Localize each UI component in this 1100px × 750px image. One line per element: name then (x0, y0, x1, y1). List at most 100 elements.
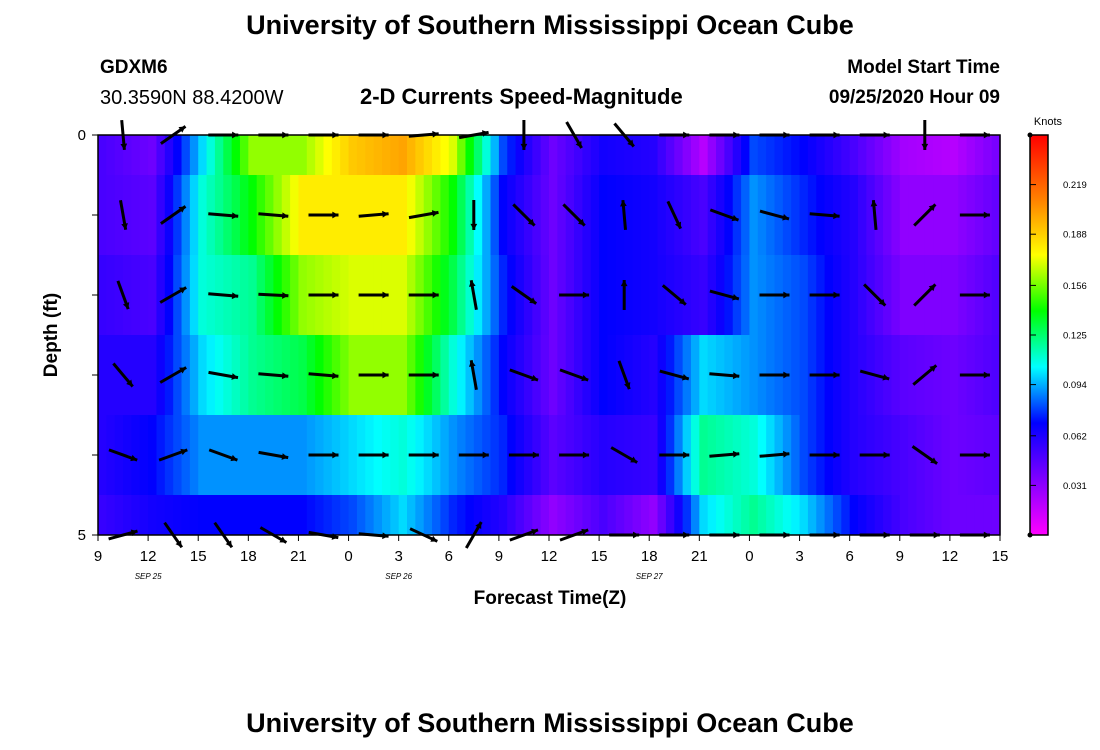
current-vector (859, 451, 890, 459)
heatmap-cell (899, 335, 909, 415)
heatmap-cell (473, 175, 483, 255)
heatmap-cell (949, 175, 959, 255)
heatmap-cell (624, 335, 634, 415)
heatmap-cell (306, 495, 316, 535)
vector-head (468, 360, 476, 367)
heatmap-cell (407, 495, 416, 535)
colorbar-tick-label: 0.219 (1063, 180, 1087, 191)
heatmap-cell (732, 135, 742, 175)
heatmap-cell (590, 495, 600, 535)
heatmap-cell (732, 175, 742, 255)
heatmap-cell (590, 255, 600, 335)
heatmap-cell (390, 495, 400, 535)
heatmap-cell (148, 495, 158, 535)
heatmap-cell (941, 135, 951, 175)
vector-head (279, 536, 287, 543)
vector-head (179, 287, 187, 294)
heatmap-cell (891, 335, 901, 415)
heatmap-cell (256, 415, 266, 495)
heatmap-cell (532, 255, 542, 335)
current-vector (116, 280, 130, 310)
current-vector (258, 450, 289, 460)
heatmap-cell (690, 175, 700, 255)
heatmap-cell (858, 175, 867, 255)
x-tick-label: 9 (896, 548, 904, 565)
heatmap-cell (507, 255, 517, 335)
heatmap-cell (148, 255, 158, 335)
heatmap-cell (189, 175, 199, 255)
current-vector (559, 451, 590, 459)
heatmap-cell (198, 135, 208, 175)
vector-head (230, 454, 238, 462)
heatmap-cell (674, 135, 684, 175)
colorbar-tick-label: 0.156 (1063, 281, 1087, 292)
heatmap-cell (398, 255, 408, 335)
heatmap-cell (607, 335, 617, 415)
heatmap-cell (749, 415, 759, 495)
heatmap-cell (507, 495, 517, 535)
heatmap-cell (615, 335, 625, 415)
x-tick-label: 21 (290, 548, 307, 565)
heatmap-cell (106, 175, 116, 255)
heatmap-cell (590, 415, 600, 495)
heatmap-cell (749, 495, 759, 535)
heatmap-cell (448, 495, 458, 535)
heatmap-cell (465, 335, 475, 415)
heatmap-cell (891, 175, 901, 255)
heatmap-cell (173, 175, 183, 255)
heatmap-cell (398, 415, 408, 495)
current-vector (258, 212, 289, 220)
heatmap-cell (131, 175, 141, 255)
x-tick-label: 15 (591, 548, 608, 565)
heatmap-cell (607, 175, 617, 255)
plot-title: 2-D Currents Speed-Magnitude (360, 84, 683, 109)
heatmap-cell (632, 415, 642, 495)
heatmap-cell (757, 175, 767, 255)
vector-head (281, 372, 289, 380)
heatmap-cell (607, 135, 617, 175)
y-tick-label: 0 (78, 127, 86, 144)
vector-head (983, 371, 990, 379)
heatmap-cell (632, 255, 642, 335)
heatmap-cell (916, 255, 926, 335)
current-vector (308, 211, 339, 219)
heatmap-cell (891, 255, 901, 335)
heatmap-cell (991, 175, 1001, 255)
heatmap-cell (156, 175, 166, 255)
vector-head (833, 291, 840, 299)
heatmap-cell (423, 495, 433, 535)
heatmap-cell (549, 415, 558, 495)
heatmap-cell (106, 335, 116, 415)
heatmap-cell (181, 415, 191, 495)
current-vector (912, 364, 938, 386)
colorbar-end-dot (1027, 532, 1033, 538)
heatmap-cell (916, 175, 926, 255)
heatmap-cell (239, 335, 249, 415)
heatmap-cell (515, 495, 525, 535)
heatmap-cell (173, 415, 183, 495)
heatmap-cell (732, 255, 742, 335)
heatmap-cell (782, 175, 792, 255)
heatmap-cell (741, 335, 751, 415)
heatmap-cell (181, 335, 191, 415)
heatmap-cell (724, 175, 734, 255)
vector-head (332, 211, 339, 219)
heatmap-cell (148, 415, 158, 495)
heatmap-cell (440, 335, 450, 415)
heatmap-cell (131, 495, 141, 535)
heatmap-cell (832, 495, 842, 535)
heatmap-cell (348, 495, 358, 535)
vector-head (783, 291, 790, 299)
heatmap-cell (933, 175, 943, 255)
vector-head (332, 291, 339, 299)
vector-head (581, 528, 589, 536)
current-vector (308, 291, 339, 299)
current-vector (508, 451, 539, 459)
vector-head (928, 284, 936, 292)
heatmap-cell (716, 135, 725, 175)
heatmap-cell (507, 335, 517, 415)
heatmap-cell (791, 255, 801, 335)
vector-head (470, 223, 478, 230)
x-tick-label: 21 (691, 548, 708, 565)
y-tick-label: 5 (78, 527, 86, 544)
